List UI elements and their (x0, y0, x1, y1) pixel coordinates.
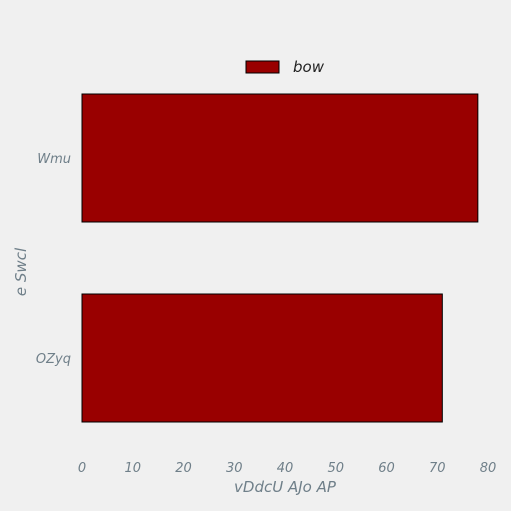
y-tick-labels: Wmu OZyq (36, 152, 71, 367)
x-tick-label-30: 30 (226, 461, 243, 476)
x-tick-label-70: 70 (429, 461, 446, 476)
legend-swatch-bow (245, 60, 280, 74)
x-tick-label-10: 10 (124, 461, 141, 476)
x-tick-label-60: 60 (378, 461, 395, 476)
x-tick-label-50: 50 (327, 461, 344, 476)
legend-label-bow: bow (293, 58, 325, 76)
bars-group (81, 93, 479, 423)
bar-ozyq (81, 293, 443, 423)
x-axis-label: vDdcU AJo AP (234, 478, 337, 496)
bar-wmu (81, 93, 479, 223)
legend: bow (245, 58, 325, 76)
x-tick-label-40: 40 (277, 461, 294, 476)
y-tick-label-ozyq: OZyq (36, 352, 71, 367)
x-tick-label-20: 20 (175, 461, 192, 476)
x-tick-labels: 0 10 20 30 40 50 60 70 80 (78, 461, 496, 476)
y-axis-label: e Swcl (12, 247, 30, 296)
x-tick-label-80: 80 (480, 461, 497, 476)
y-tick-label-wmu: Wmu (37, 152, 71, 167)
x-tick-label-0: 0 (78, 461, 86, 476)
